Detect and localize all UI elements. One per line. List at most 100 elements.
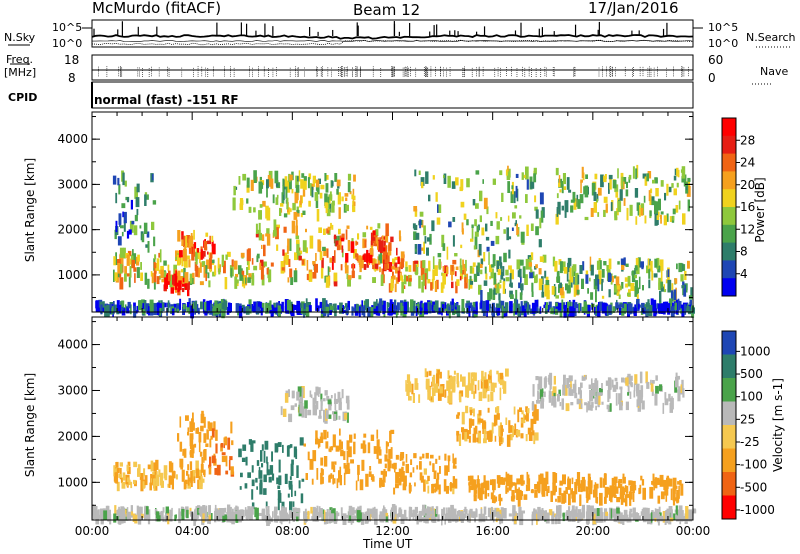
power-cell (205, 232, 209, 237)
power-cell (520, 283, 524, 291)
velocity-cell (509, 433, 513, 441)
velocity-cell (432, 510, 435, 523)
power-cell (603, 196, 608, 203)
power-cell (362, 255, 366, 260)
velocity-cell (656, 509, 659, 523)
power-cell (357, 233, 360, 240)
power-cell (539, 256, 544, 262)
power-cell (209, 252, 213, 259)
velocity-cell (220, 444, 223, 452)
velocity-cell (439, 466, 441, 474)
velocity-cell (415, 508, 418, 518)
velocity-cell (128, 479, 131, 486)
velocity-cell (365, 473, 369, 487)
velocity-cell (524, 415, 527, 420)
velocity-cell (456, 381, 460, 388)
velocity-cell (471, 385, 474, 395)
power-cell (505, 269, 509, 276)
velocity-cell (452, 465, 457, 469)
power-cell (224, 277, 228, 290)
velocity-cell (650, 512, 653, 523)
velocity-cell (195, 460, 199, 474)
velocity-cell (296, 512, 299, 522)
velocity-cell (599, 391, 603, 396)
power-colorbar-tick-label: 24 (740, 156, 755, 170)
power-cell (205, 270, 207, 282)
power-colorbar-tick-label: 4 (740, 267, 748, 281)
velocity-cell (461, 432, 466, 440)
velocity-cell (137, 468, 141, 477)
velocity-cell (496, 511, 500, 519)
power-cell (630, 283, 635, 291)
power-cell (584, 185, 589, 198)
velocity-cell (346, 440, 350, 450)
velocity-cell (450, 483, 455, 488)
power-cell (380, 274, 384, 286)
power-cell (637, 303, 640, 310)
velocity-cell (284, 510, 287, 516)
velocity-cell (405, 463, 409, 474)
velocity-cell (230, 466, 234, 475)
power-cell (527, 302, 529, 315)
power-cell (519, 215, 522, 219)
velocity-colorbar-segment (722, 425, 736, 449)
power-cell (534, 206, 538, 211)
power-cell (648, 279, 651, 289)
power-cell (302, 210, 306, 215)
velocity-cell (317, 391, 320, 397)
power-cell (479, 263, 483, 269)
power-cell (637, 257, 641, 268)
power-cell (211, 243, 216, 255)
velocity-cell (150, 460, 154, 472)
velocity-cell (228, 460, 231, 471)
velocity-cell (336, 478, 339, 489)
velocity-cell (326, 410, 329, 419)
power-cell (561, 299, 564, 312)
power-cell (235, 273, 239, 278)
power-cell (251, 275, 255, 286)
power-cell (323, 248, 327, 257)
power-cell (326, 208, 331, 217)
velocity-cell (447, 395, 451, 403)
velocity-cell (203, 416, 206, 428)
power-cell (416, 303, 420, 310)
power-cell (670, 290, 674, 302)
power-cell (226, 306, 230, 315)
power-cell (288, 258, 291, 267)
velocity-cell (533, 434, 536, 445)
power-cell (687, 306, 692, 315)
velocity-cell (578, 486, 581, 492)
velocity-cell (208, 505, 211, 516)
velocity-cell (675, 372, 678, 384)
velocity-cell (505, 368, 509, 377)
power-cell (617, 201, 622, 213)
velocity-cell (509, 474, 513, 488)
velocity-cell (690, 512, 693, 520)
power-cell (453, 305, 457, 309)
power-cell (271, 305, 274, 317)
power-cell (496, 303, 500, 311)
velocity-cell (664, 392, 667, 400)
power-cell (145, 303, 150, 311)
velocity-cell (424, 368, 427, 378)
velocity-colorbar-tick-label: 100 (740, 390, 763, 404)
power-cell (150, 271, 153, 277)
power-cell (283, 260, 286, 273)
velocity-cell (487, 374, 492, 384)
power-cell (481, 227, 485, 236)
power-cell (667, 269, 670, 278)
velocity-cell (471, 408, 475, 413)
power-cell (331, 262, 334, 270)
velocity-cell (557, 393, 560, 402)
velocity-cell (599, 492, 603, 506)
velocity-cell (467, 513, 471, 523)
velocity-cell (359, 512, 363, 521)
velocity-cell (493, 386, 495, 393)
power-cell (448, 306, 451, 311)
velocity-cell (220, 443, 224, 448)
power-cell (540, 210, 544, 223)
velocity-cell (487, 507, 491, 518)
power-cell (184, 272, 189, 284)
velocity-cell (512, 425, 514, 438)
velocity-cell (344, 412, 348, 420)
